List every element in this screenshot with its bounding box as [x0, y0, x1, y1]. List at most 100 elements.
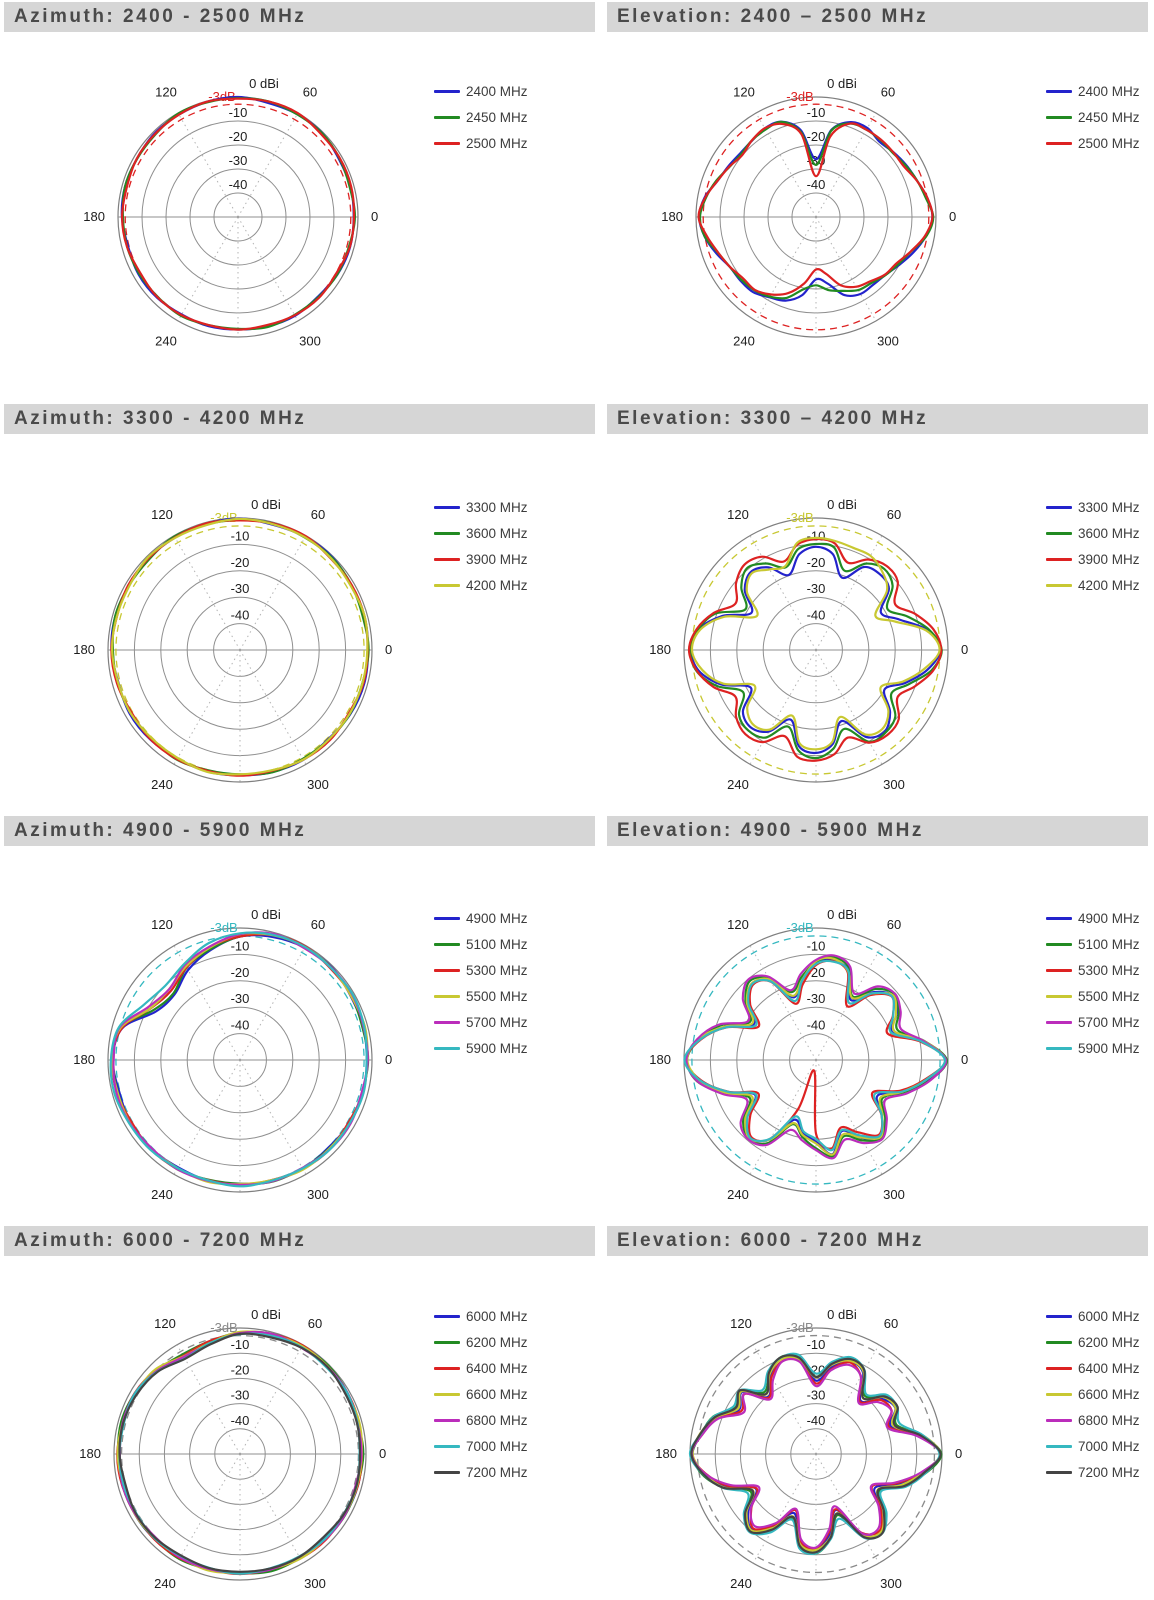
svg-text:0 dBi: 0 dBi — [251, 1307, 281, 1322]
polar-chart-azimuth-6000-7200: 0 dBi-10 -20 -30 -40 -3dB 0 180 60 120 240 300 — [79, 1307, 386, 1591]
chart-legend: 2400 MHz 2450 MHz 2500 MHz — [434, 78, 528, 156]
legend-label: 2450 MHz — [466, 109, 528, 125]
svg-text:0: 0 — [379, 1446, 386, 1461]
legend-label: 3900 MHz — [1078, 551, 1140, 567]
legend-color-line — [434, 1418, 460, 1422]
svg-text:-20: -20 — [231, 965, 250, 980]
legend-color-line — [1046, 1366, 1072, 1370]
legend-color-line — [1046, 1046, 1072, 1050]
legend-label: 3300 MHz — [466, 499, 528, 515]
ref-circle-3db — [696, 1334, 936, 1574]
legend-item: 5700 MHz — [1046, 1009, 1140, 1035]
section-header-azimuth-4900-5900: Azimuth: 4900 - 5900 MHz — [4, 816, 595, 846]
svg-text:-20: -20 — [807, 555, 826, 570]
series-trace — [684, 959, 947, 1150]
section-header-elevation-4900-5900: Elevation: 4900 - 5900 MHz — [607, 816, 1148, 846]
svg-text:-40: -40 — [231, 1413, 250, 1428]
svg-text:240: 240 — [151, 777, 173, 792]
svg-text:180: 180 — [655, 1446, 677, 1461]
legend-color-line — [1046, 968, 1072, 972]
legend-item: 2500 MHz — [434, 130, 528, 156]
legend-color-line — [1046, 942, 1072, 946]
legend-item: 5700 MHz — [434, 1009, 528, 1035]
legend-color-line — [1046, 1314, 1072, 1318]
chart-legend: 4900 MHz 5100 MHz 5300 MHz 5500 MHz 5700 MHz… — [434, 905, 528, 1061]
legend-color-line — [1046, 1340, 1072, 1344]
legend-label: 6600 MHz — [466, 1386, 528, 1402]
legend-label: 6000 MHz — [1078, 1308, 1140, 1324]
svg-text:180: 180 — [73, 642, 95, 657]
svg-text:240: 240 — [154, 1576, 176, 1591]
series-trace — [685, 954, 948, 1160]
svg-text:-3dB: -3dB — [786, 89, 813, 104]
svg-text:300: 300 — [877, 334, 899, 349]
chart-legend: 3300 MHz 3600 MHz 3900 MHz 4200 MHz — [434, 494, 528, 598]
svg-text:-30: -30 — [807, 581, 826, 596]
legend-color-line — [434, 115, 460, 119]
ref-circle-3db — [124, 103, 352, 331]
legend-item: 4200 MHz — [1046, 572, 1140, 598]
legend-item: 6200 MHz — [1046, 1329, 1140, 1355]
svg-text:0: 0 — [385, 642, 392, 657]
series-trace — [685, 956, 948, 1158]
svg-text:300: 300 — [880, 1576, 902, 1591]
legend-label: 3300 MHz — [1078, 499, 1140, 515]
legend-label: 2450 MHz — [1078, 109, 1140, 125]
svg-text:60: 60 — [308, 1316, 322, 1331]
legend-color-line — [1046, 1470, 1072, 1474]
legend-label: 5300 MHz — [1078, 962, 1140, 978]
legend-label: 2500 MHz — [466, 135, 528, 151]
svg-text:-3dB: -3dB — [786, 1320, 813, 1335]
legend-label: 6400 MHz — [1078, 1360, 1140, 1376]
legend-item: 6400 MHz — [1046, 1355, 1140, 1381]
legend-color-line — [1046, 1444, 1072, 1448]
svg-text:-40: -40 — [807, 1018, 826, 1033]
legend-item: 2400 MHz — [1046, 78, 1140, 104]
legend-color-line — [434, 1366, 460, 1370]
legend-color-line — [434, 141, 460, 145]
svg-text:60: 60 — [303, 84, 317, 99]
legend-item: 4200 MHz — [434, 572, 528, 598]
ref-circle-3db — [702, 103, 930, 331]
series-trace — [118, 1332, 362, 1573]
svg-text:-30: -30 — [807, 991, 826, 1006]
legend-label: 6200 MHz — [466, 1334, 528, 1350]
legend-item: 5100 MHz — [1046, 931, 1140, 957]
legend-label: 7200 MHz — [466, 1464, 528, 1480]
legend-color-line — [1046, 141, 1072, 145]
legend-color-line — [1046, 531, 1072, 535]
legend-item: 5500 MHz — [1046, 983, 1140, 1009]
legend-color-line — [434, 557, 460, 561]
svg-text:-10: -10 — [807, 105, 826, 120]
legend-item: 5900 MHz — [1046, 1035, 1140, 1061]
section-header-azimuth-2400-2500: Azimuth: 2400 - 2500 MHz — [4, 2, 595, 32]
svg-text:240: 240 — [151, 1187, 173, 1202]
legend-label: 7000 MHz — [1078, 1438, 1140, 1454]
legend-color-line — [1046, 583, 1072, 587]
legend-color-line — [434, 1470, 460, 1474]
series-trace — [687, 537, 943, 762]
legend-color-line — [434, 89, 460, 93]
series-trace — [690, 1354, 942, 1554]
legend-item: 7200 MHz — [1046, 1459, 1140, 1485]
legend-item: 5500 MHz — [434, 983, 528, 1009]
legend-item: 6000 MHz — [1046, 1303, 1140, 1329]
legend-item: 6200 MHz — [434, 1329, 528, 1355]
legend-color-line — [1046, 1020, 1072, 1024]
svg-text:120: 120 — [151, 917, 173, 932]
svg-text:0 dBi: 0 dBi — [827, 497, 857, 512]
legend-item: 2400 MHz — [434, 78, 528, 104]
chart-legend: 4900 MHz 5100 MHz 5300 MHz 5500 MHz 5700 MHz… — [1046, 905, 1140, 1061]
legend-item: 2450 MHz — [434, 104, 528, 130]
svg-text:-40: -40 — [229, 177, 248, 192]
legend-item: 2450 MHz — [1046, 104, 1140, 130]
legend-label: 5500 MHz — [466, 988, 528, 1004]
svg-text:300: 300 — [883, 1187, 905, 1202]
svg-text:120: 120 — [733, 84, 755, 99]
svg-text:0 dBi: 0 dBi — [827, 1307, 857, 1322]
svg-text:0: 0 — [955, 1446, 962, 1461]
svg-text:-10: -10 — [231, 1337, 250, 1352]
chart-legend: 6000 MHz 6200 MHz 6400 MHz 6600 MHz 6800 MHz… — [434, 1303, 528, 1485]
